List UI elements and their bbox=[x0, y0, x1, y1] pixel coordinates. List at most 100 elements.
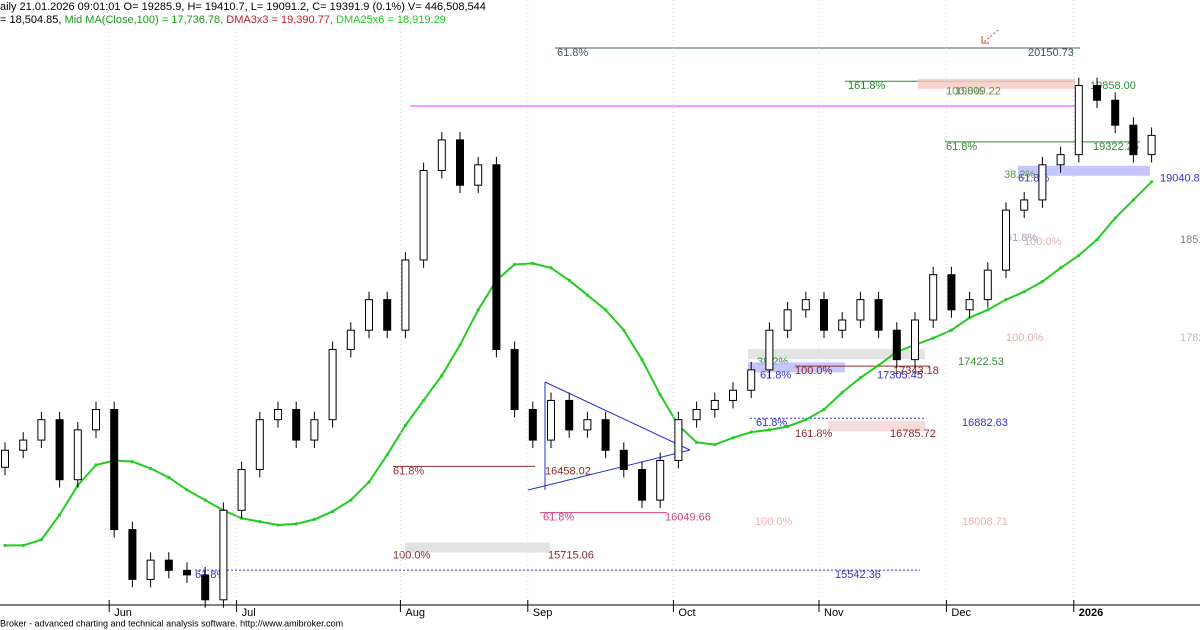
fib-value: 16785.72 bbox=[890, 428, 936, 440]
candle-body bbox=[237, 469, 246, 511]
ma-point bbox=[1004, 298, 1008, 302]
candle-body bbox=[346, 329, 355, 350]
ma-point bbox=[549, 266, 553, 270]
candle-body bbox=[528, 408, 537, 441]
fib-value: 19040.84 bbox=[1160, 173, 1200, 185]
candle-body bbox=[183, 569, 191, 576]
candle-body bbox=[474, 164, 483, 186]
ma-point bbox=[767, 428, 772, 432]
fib-label: 100.0% bbox=[393, 549, 431, 561]
header-segment: DMA3x3 = 19,390.77, bbox=[226, 14, 336, 26]
x-tick-label: Nov bbox=[824, 607, 844, 619]
candle-body bbox=[729, 389, 737, 401]
ma-point bbox=[1131, 198, 1135, 202]
ma-point bbox=[622, 328, 626, 332]
ma-point bbox=[185, 488, 189, 492]
header-line1: aily 21.01.2026 09:01:01 O= 19285.9, H= … bbox=[0, 1, 486, 13]
fib-label: 61.8% bbox=[393, 465, 424, 477]
candle-body bbox=[947, 274, 956, 311]
fib-value: 16049.66 bbox=[665, 512, 711, 524]
ma-point bbox=[531, 261, 535, 265]
ma-point bbox=[731, 436, 735, 440]
fib-value: 17343.18 bbox=[893, 365, 939, 377]
fib-value: 16008.71 bbox=[962, 516, 1008, 528]
fib-label: 61.8% bbox=[946, 141, 977, 153]
ma-point bbox=[258, 520, 262, 524]
ma-point bbox=[640, 358, 644, 362]
candle-body bbox=[1002, 209, 1010, 271]
ma-point bbox=[858, 376, 863, 380]
candle-body bbox=[911, 319, 919, 361]
x-tick-label: 2026 bbox=[1079, 607, 1103, 619]
candle-body bbox=[219, 509, 228, 601]
ma-point bbox=[58, 513, 62, 517]
fib-label: 61.8% bbox=[557, 47, 588, 59]
triangle-line bbox=[527, 449, 691, 491]
candle-body bbox=[820, 299, 828, 331]
fib-value: 17422.53 bbox=[958, 356, 1004, 368]
candle-body bbox=[1056, 154, 1065, 166]
candle-body bbox=[1020, 199, 1029, 211]
fib-value: 15715.06 bbox=[548, 549, 594, 561]
x-tick-label: Jul bbox=[242, 607, 256, 619]
candle-body bbox=[55, 419, 64, 481]
ma-point bbox=[294, 522, 298, 526]
candle-body bbox=[1129, 124, 1138, 156]
candle-body bbox=[747, 369, 756, 391]
ma-point bbox=[312, 517, 316, 521]
ma-point bbox=[1150, 180, 1154, 184]
footer: Broker - advanced charting and technical… bbox=[0, 618, 343, 628]
ma-point bbox=[349, 498, 353, 502]
candle-body bbox=[1093, 85, 1101, 101]
fib-label: 1782 bbox=[1180, 332, 1200, 344]
header-segment: = 18,504.85, bbox=[0, 14, 65, 26]
candle-body bbox=[510, 348, 519, 410]
fib-value: 19809.22 bbox=[955, 86, 1001, 98]
fib-zone bbox=[748, 362, 845, 373]
ma-point bbox=[331, 509, 335, 514]
candle-body bbox=[565, 399, 574, 431]
candle-body bbox=[1147, 134, 1156, 156]
ma-point bbox=[276, 523, 280, 527]
fib-label: 100.0% bbox=[946, 86, 984, 98]
fib-zone bbox=[748, 349, 925, 360]
ma-point bbox=[822, 407, 826, 412]
candle-body bbox=[983, 269, 992, 301]
candle-body bbox=[601, 419, 610, 451]
x-tick-label: Sep bbox=[533, 607, 553, 619]
fib-value: 19858.00 bbox=[1090, 80, 1136, 92]
candle-body bbox=[1074, 85, 1083, 156]
fib-label: 61.8% bbox=[760, 369, 791, 381]
candle-body bbox=[801, 299, 810, 311]
ma-point bbox=[149, 466, 153, 471]
ma-point bbox=[1022, 290, 1026, 294]
fib-label: 61.8% bbox=[756, 417, 787, 429]
candle-body bbox=[73, 429, 82, 481]
candle-body bbox=[929, 274, 938, 321]
ma-point bbox=[167, 475, 171, 480]
fib-label: 100.0% bbox=[755, 516, 793, 528]
ma-point bbox=[94, 463, 98, 467]
x-tick-label: Aug bbox=[405, 607, 425, 619]
fib-label: 100.0% bbox=[795, 365, 833, 377]
ma-point bbox=[585, 293, 590, 297]
candle-body bbox=[783, 309, 792, 331]
fib-label: 100.0% bbox=[1006, 332, 1044, 344]
header-line2: = 18,504.85, Mid MA(Close,100) = 17,736.… bbox=[0, 14, 446, 26]
ma-point bbox=[458, 343, 462, 347]
candle-body bbox=[874, 299, 883, 331]
fib-label: 61.8% bbox=[1006, 232, 1037, 244]
candle-body bbox=[583, 419, 592, 431]
candle-body bbox=[383, 299, 392, 331]
candle-body bbox=[1, 449, 9, 468]
candle-body bbox=[310, 419, 319, 441]
candle-body bbox=[201, 574, 210, 601]
candle-body bbox=[638, 469, 646, 501]
ma-point bbox=[1059, 266, 1063, 270]
candle-body bbox=[692, 408, 701, 421]
fib-label: 38.2% bbox=[1004, 169, 1035, 181]
fib-label: 161.8% bbox=[795, 428, 833, 440]
